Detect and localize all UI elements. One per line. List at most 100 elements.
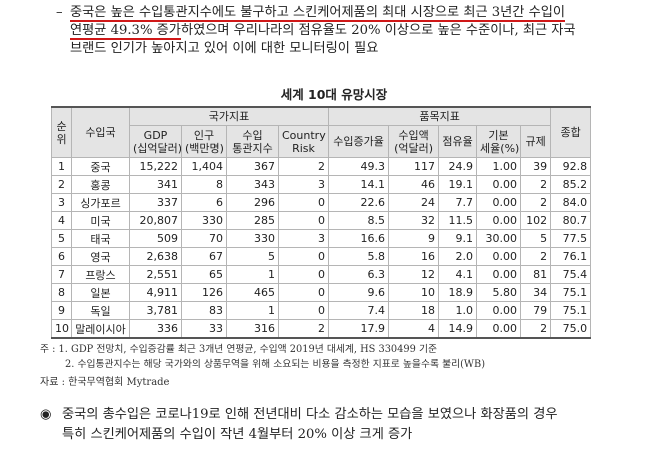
bullet-text: 중국의 총수입은 코로나19로 인해 전년대비 다소 감소하는 모습을 보였으나… <box>40 405 660 445</box>
dash-marker: – <box>56 5 63 20</box>
cell-import: 9 <box>388 229 440 248</box>
bullet-line-2: 특히 스킨케어제품의 수입이 작년 4월부터 20% 이상 크게 증가 <box>62 427 413 442</box>
cell-import: 16 <box>388 247 440 266</box>
cell-tariff: 5.80 <box>476 283 522 302</box>
cell-customs: 343 <box>226 175 279 194</box>
cell-import: 32 <box>388 211 440 230</box>
cell-reg: 2 <box>520 247 552 266</box>
cell-growth: 14.1 <box>328 175 390 194</box>
cell-share: 1.0 <box>438 301 478 320</box>
cell-import: 46 <box>388 175 440 194</box>
cell-import: 10 <box>388 283 440 302</box>
intro-line-1: – 중국은 높은 수입통관지수에도 불구하고 스킨케어제품의 최대 시장으로 최… <box>56 4 660 22</box>
cell-risk: 3 <box>277 175 330 194</box>
cell-tariff: 0.00 <box>476 265 522 284</box>
cell-total: 75.0 <box>550 319 592 339</box>
header-gdp: GDP (십억달러) <box>129 125 182 158</box>
cell-gdp: 337 <box>129 193 182 212</box>
cell-share: 14.9 <box>438 319 478 339</box>
cell-total: 75.1 <box>550 301 592 320</box>
cell-customs: 5 <box>226 247 279 266</box>
cell-reg: 34 <box>520 283 552 302</box>
cell-total: 76.1 <box>550 247 592 266</box>
cell-rank: 8 <box>51 283 72 302</box>
cell-growth: 7.4 <box>328 301 390 320</box>
cell-customs: 465 <box>226 283 279 302</box>
cell-growth: 17.9 <box>328 319 390 339</box>
cell-gdp: 336 <box>129 319 182 339</box>
cell-customs: 316 <box>226 319 279 339</box>
header-import-amount: 수입액 (억달러) <box>388 125 440 158</box>
cell-country: 영국 <box>71 247 130 266</box>
cell-reg: 39 <box>520 157 552 176</box>
cell-total: 75.4 <box>550 265 592 284</box>
table-row: 5 태국 509 70 330 3 16.6 9 9.1 30.00 5 77.5 <box>51 229 592 248</box>
cell-gdp: 4,911 <box>129 283 182 302</box>
cell-growth: 16.6 <box>328 229 390 248</box>
cell-customs: 1 <box>226 301 279 320</box>
cell-growth: 22.6 <box>328 193 390 212</box>
cell-import: 24 <box>388 193 440 212</box>
cell-total: 85.2 <box>550 175 592 194</box>
cell-import: 18 <box>388 301 440 320</box>
cell-tariff: 0.00 <box>476 247 522 266</box>
table-row: 1 중국 15,222 1,404 367 2 49.3 117 24.9 1.00 39 92.8 <box>51 157 592 176</box>
cell-tariff: 0.00 <box>476 175 522 194</box>
cell-rank: 10 <box>51 319 72 339</box>
header-total: 종합 <box>550 106 592 158</box>
cell-gdp: 509 <box>129 229 182 248</box>
cell-import: 12 <box>388 265 440 284</box>
cell-import: 117 <box>388 157 440 176</box>
cell-reg: 2 <box>520 175 552 194</box>
intro-line-2: 연평균 49.3% 증가하였으며 우리나라의 점유율도 20% 이상으로 높은 … <box>70 22 660 40</box>
note-1: 주 : 1. GDP 전망치, 수입증감률 최근 3개년 연평균, 수입액 20… <box>40 344 438 355</box>
cell-pop: 65 <box>181 265 227 284</box>
cell-pop: 6 <box>181 193 227 212</box>
cell-reg: 2 <box>520 193 552 212</box>
cell-rank: 4 <box>51 211 72 230</box>
cell-rank: 1 <box>51 157 72 176</box>
cell-rank: 6 <box>51 247 72 266</box>
header-rank: 순위 <box>51 106 72 158</box>
bullet-line-1: 중국의 총수입은 코로나19로 인해 전년대비 다소 감소하는 모습을 보였으나… <box>62 407 558 422</box>
source-line: 자료 : 한국무역협회 Mytrade <box>40 377 170 388</box>
cell-gdp: 2,638 <box>129 247 182 266</box>
cell-reg: 102 <box>520 211 552 230</box>
cell-country: 일본 <box>71 283 130 302</box>
header-share: 점유율 <box>438 125 478 158</box>
intro-line-3: 브랜드 인기가 높아지고 있어 이에 대한 모니터링이 필요 <box>70 41 379 56</box>
table-row: 7 프랑스 2,551 65 1 0 6.3 12 4.1 0.00 81 75.4 <box>51 265 592 284</box>
cell-country: 태국 <box>71 229 130 248</box>
cell-share: 2.0 <box>438 247 478 266</box>
cell-pop: 67 <box>181 247 227 266</box>
table-row: 4 미국 20,807 330 285 0 8.5 32 11.5 0.00 102 80.7 <box>51 211 592 230</box>
cell-growth: 8.5 <box>328 211 390 230</box>
cell-share: 19.1 <box>438 175 478 194</box>
cell-total: 80.7 <box>550 211 592 230</box>
cell-reg: 79 <box>520 301 552 320</box>
cell-risk: 0 <box>277 193 330 212</box>
cell-risk: 3 <box>277 229 330 248</box>
cell-risk: 0 <box>277 283 330 302</box>
cell-total: 77.5 <box>550 229 592 248</box>
cell-tariff: 0.00 <box>476 211 522 230</box>
intro-highlight: 연평균 49.3% 증가 <box>70 23 181 40</box>
header-group-item: 품목지표 <box>328 106 552 126</box>
header-import-growth: 수입증가율 <box>328 125 390 158</box>
cell-share: 9.1 <box>438 229 478 248</box>
cell-tariff: 0.00 <box>476 193 522 212</box>
cell-gdp: 20,807 <box>129 211 182 230</box>
cell-risk: 0 <box>277 247 330 266</box>
cell-country: 말레이시아 <box>71 319 130 339</box>
intro-paragraph: – 중국은 높은 수입통관지수에도 불구하고 스킨케어제품의 최대 시장으로 최… <box>56 4 660 58</box>
cell-pop: 70 <box>181 229 227 248</box>
cell-reg: 5 <box>520 229 552 248</box>
cell-customs: 1 <box>226 265 279 284</box>
cell-risk: 0 <box>277 301 330 320</box>
cell-tariff: 0.00 <box>476 319 522 339</box>
cell-pop: 126 <box>181 283 227 302</box>
cell-country: 프랑스 <box>71 265 130 284</box>
cell-risk: 2 <box>277 157 330 176</box>
cell-customs: 367 <box>226 157 279 176</box>
table-row: 6 영국 2,638 67 5 0 5.8 16 2.0 0.00 2 76.1 <box>51 247 592 266</box>
